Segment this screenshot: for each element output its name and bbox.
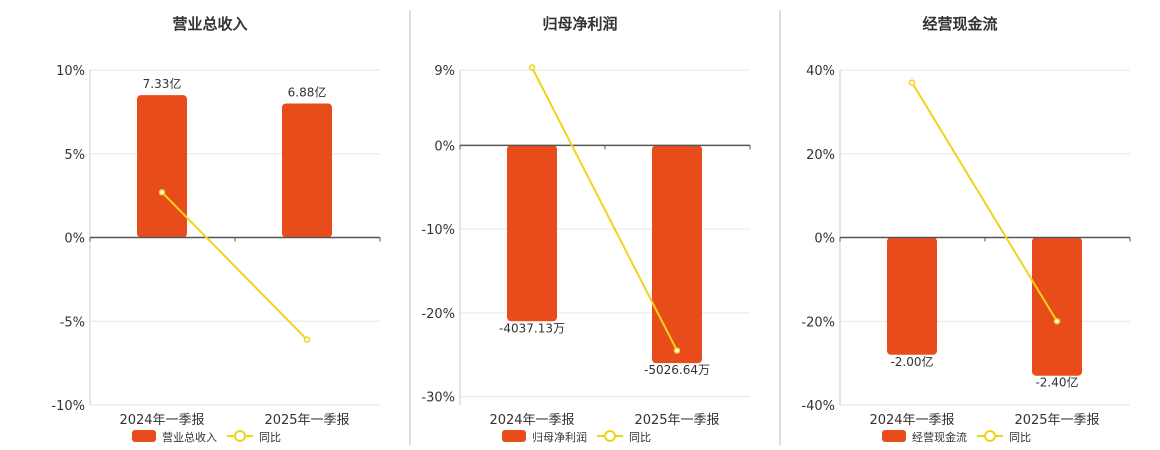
category-label: 2024年一季报 — [119, 413, 204, 428]
y-tick-label: -5% — [60, 315, 85, 330]
y-tick-label: 40% — [806, 64, 835, 79]
legend-bar-label: 营业总收入 — [162, 430, 217, 444]
chart-title: 经营现金流 — [922, 15, 997, 33]
chart-title: 归母净利润 — [542, 15, 617, 33]
legend-bar-label: 归母净利润 — [532, 430, 587, 444]
bar-data-label: -2.00亿 — [890, 354, 933, 369]
legend-line-marker — [984, 430, 996, 442]
y-tick-label: 0% — [814, 232, 835, 247]
category-label: 2025年一季报 — [264, 413, 349, 428]
legend-bar-label: 经营现金流 — [912, 430, 967, 444]
yoy-point — [528, 64, 536, 71]
chart-panel-cash-flow: 经营现金流 40% 20% 0% -20% -40% -2.00亿 -2.40亿 2024年一季… — [801, 15, 1131, 444]
legend-bar-swatch — [882, 430, 906, 442]
y-tick-label: -20% — [421, 307, 455, 322]
chart-title: 营业总收入 — [172, 15, 247, 33]
bar-data-label: -4037.13万 — [499, 321, 565, 335]
legend-line-label: 同比 — [629, 431, 651, 444]
bar — [137, 95, 187, 238]
y-tick-label: 20% — [806, 148, 835, 163]
y-tick-label: -10% — [51, 399, 85, 414]
y-tick-label: 5% — [64, 148, 85, 163]
chart-panel-net-profit: 归母净利润 9% 0% -10% -20% -30% -4037.13万 -5026.64万 2… — [421, 15, 751, 444]
legend-line-label: 同比 — [1009, 431, 1031, 444]
legend-bar-swatch — [502, 430, 526, 442]
legend-line-label: 同比 — [259, 431, 281, 444]
y-tick-label: 9% — [434, 64, 455, 79]
bar-data-label: 7.33亿 — [143, 76, 182, 91]
y-tick-label: 0% — [434, 139, 455, 154]
bar — [1032, 237, 1082, 376]
category-label: 2024年一季报 — [869, 413, 954, 428]
yoy-line — [161, 191, 308, 341]
bar — [507, 145, 557, 322]
category-label: 2024年一季报 — [489, 413, 574, 428]
yoy-point — [908, 79, 916, 86]
y-tick-label: 0% — [64, 232, 85, 247]
bar-data-label: -2.40亿 — [1035, 375, 1078, 390]
legend-line-marker — [604, 430, 616, 442]
bar-data-label: 6.88亿 — [288, 85, 327, 100]
y-tick-label: 10% — [56, 64, 85, 79]
legend-bar-swatch — [132, 430, 156, 442]
category-label: 2025年一季报 — [1014, 413, 1099, 428]
bar — [652, 145, 702, 364]
bar-data-label: -5026.64万 — [644, 363, 710, 377]
yoy-line — [911, 82, 1058, 322]
yoy-point — [303, 336, 311, 343]
yoy-point — [158, 189, 166, 196]
y-tick-label: -30% — [421, 391, 455, 406]
chart-panel-revenue: 营业总收入 10% 5% 0% -5% -10% 7.33亿 6.88亿 2024年一季报 202… — [51, 15, 381, 444]
legend-line-marker — [234, 430, 246, 442]
y-tick-label: -10% — [421, 223, 455, 238]
yoy-line — [531, 67, 678, 352]
y-tick-label: -40% — [801, 399, 835, 414]
yoy-point — [673, 347, 681, 354]
bar — [887, 237, 937, 355]
bar — [282, 103, 332, 238]
category-label: 2025年一季报 — [634, 413, 719, 428]
yoy-point — [1053, 318, 1061, 325]
y-tick-label: -20% — [801, 315, 835, 330]
